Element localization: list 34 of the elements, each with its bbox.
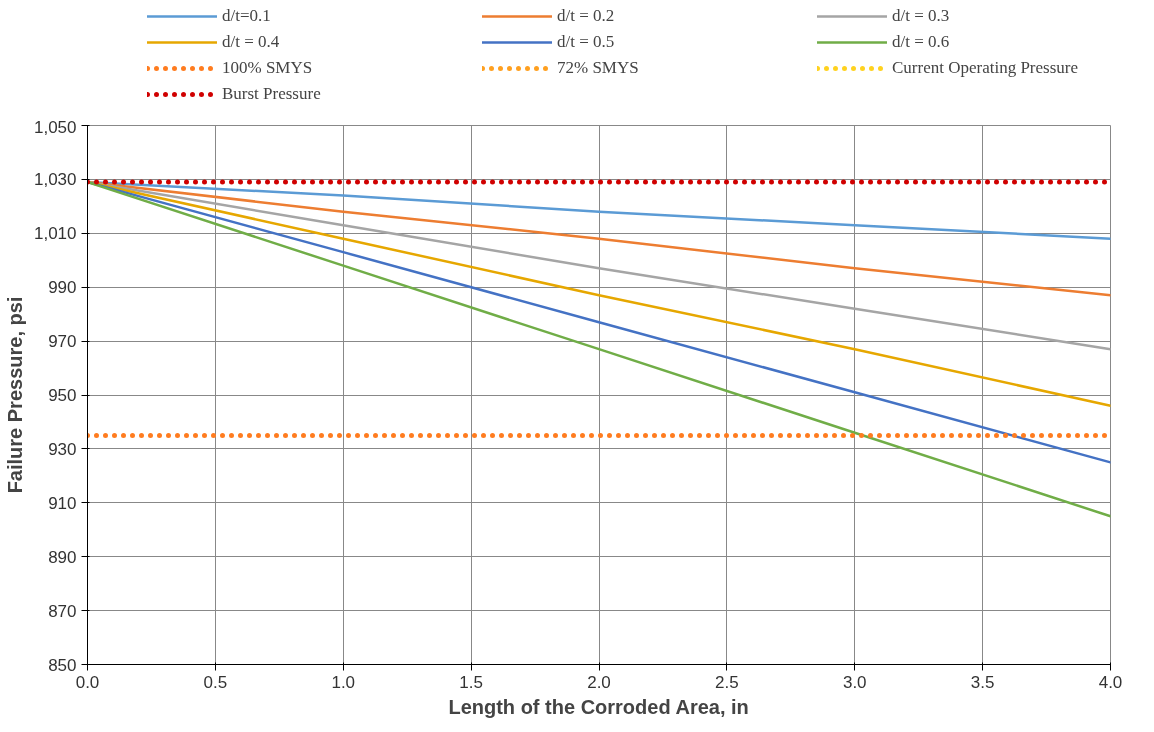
x-tick-label: 2.0 [587,672,611,692]
y-tick-label: 990 [48,278,77,298]
legend-label: d/t = 0.3 [892,6,951,26]
y-tick-label: 910 [48,493,77,513]
y-tick-label: 950 [48,386,77,405]
y-tick-label: 1,010 [33,224,77,244]
legend-label: 72% SMYS [557,58,640,78]
legend-label: d/t = 0.4 [222,32,281,52]
x-tick-label: 1.0 [331,672,356,692]
x-axis-title: Length of the Corroded Area, in [448,695,749,718]
y-tick-label: 890 [48,547,77,567]
legend-label: Current Operating Pressure [892,58,1079,78]
y-tick-label: 1,030 [33,170,77,190]
x-tick-label: 2.5 [715,672,739,692]
legend-label: d/t=0.1 [222,6,272,26]
legend-label: d/t = 0.6 [892,32,951,52]
line-series [87,180,1111,518]
legend-label: d/t = 0.5 [557,32,616,52]
legend-label: d/t = 0.2 [557,6,616,26]
line-series [87,180,1111,408]
x-tick-label: 3.5 [970,672,995,692]
y-tick-label: 930 [48,439,77,459]
y-axis-title: Failure Pressure, psi [3,296,26,494]
legend-label: 100% SMYS [222,58,314,78]
x-tick-label: 0.5 [203,672,228,692]
y-tick-label: 870 [48,601,77,621]
x-tick-label: 3.0 [842,672,867,692]
x-tick-label: 0.0 [75,672,100,692]
x-tick-label: 4.0 [1098,672,1123,692]
x-tick-label: 1.5 [459,672,483,692]
y-tick-label: 1,050 [33,117,77,137]
y-tick-label: 970 [48,332,77,352]
y-tick-label: 850 [48,655,77,675]
legend-label: Burst Pressure [222,84,322,104]
